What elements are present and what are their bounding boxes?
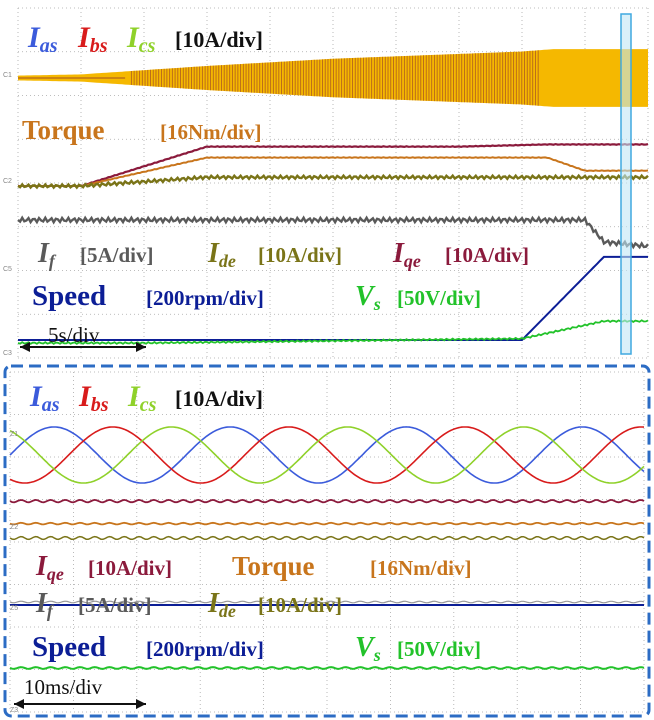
label-ibs-zoom: Ibs [78,380,109,416]
arrow-head-left [20,342,30,352]
top-panel-waveforms [17,49,649,345]
label-vs-zoom: Vs [355,632,381,665]
label-phase-unit: [10A/div] [175,27,263,52]
channel-marker: Z2 [10,524,18,531]
bottom-panel-waveforms [9,426,645,670]
series-line-ias [9,426,645,484]
channel-marker: C2 [3,178,12,185]
series-line-vs-zoom [9,666,645,670]
series-line-if-zoom [9,600,645,604]
label-ide-unit-zoom: [10A/div] [258,593,342,617]
label-vs-unit: [50V/div] [397,286,481,310]
label-iqe: Iqe [392,238,421,271]
label-iqe-zoom: Iqe [35,551,64,584]
label-speed-unit-zoom: [200rpm/div] [146,637,264,661]
label-torque-unit: [16Nm/div] [160,120,262,144]
label-if-zoom: If [35,588,55,621]
channel-marker: Z3 [10,707,18,714]
label-ide: Ide [207,238,236,271]
label-if: If [37,238,57,271]
channel-marker: C1 [3,72,12,79]
zoom-panel-border [3,364,651,718]
arrow-head-right [136,342,146,352]
label-vs-unit-zoom: [50V/div] [397,637,481,661]
label-vs: Vs [355,281,381,314]
time-scale-label-zoom: 10ms/div [24,675,103,699]
label-ias: Ias [27,21,58,57]
series-line-speed [18,255,648,341]
label-speed-zoom: Speed [32,631,106,663]
channel-marker: Z5 [10,605,18,612]
series-line-if [17,215,649,250]
series-line-torque [17,156,649,188]
series-line-ide [17,173,649,190]
label-if-unit-zoom: [5A/div] [78,593,152,617]
label-ibs: Ibs [77,21,108,57]
label-torque-unit-zoom: [16Nm/div] [370,556,472,580]
label-speed-unit: [200rpm/div] [146,286,264,310]
label-torque: Torque [22,115,105,145]
label-ide-unit: [10A/div] [258,243,342,267]
highlight-window [620,13,632,355]
time-scale-label: 5s/div [48,323,100,347]
label-if-unit: [5A/div] [80,243,154,267]
label-speed: Speed [32,280,106,312]
label-ics-zoom: Ics [127,380,157,416]
series-line-vs [17,319,649,345]
series-line-ibs [9,426,645,484]
label-iqe-unit: [10A/div] [445,243,529,267]
series-line-torque-zoom [9,521,645,526]
series-line-ics [9,426,645,484]
label-ics: Ics [126,21,156,57]
series-line-ide-zoom [9,535,645,541]
channel-marker: C5 [3,266,12,273]
label-phase-unit-zoom: [10A/div] [175,386,263,411]
label-ide-zoom: Ide [207,588,236,621]
label-torque-zoom: Torque [232,551,315,581]
channel-marker: C3 [3,350,12,357]
arrow-head-left-zoom [14,699,24,709]
channel-marker: Z1 [10,431,18,438]
label-ias-zoom: Ias [29,380,60,416]
series-line-iqe [17,142,649,188]
series-line-iqe-zoom [9,498,645,504]
label-iqe-unit-zoom: [10A/div] [88,556,172,580]
arrow-head-right-zoom [136,699,146,709]
